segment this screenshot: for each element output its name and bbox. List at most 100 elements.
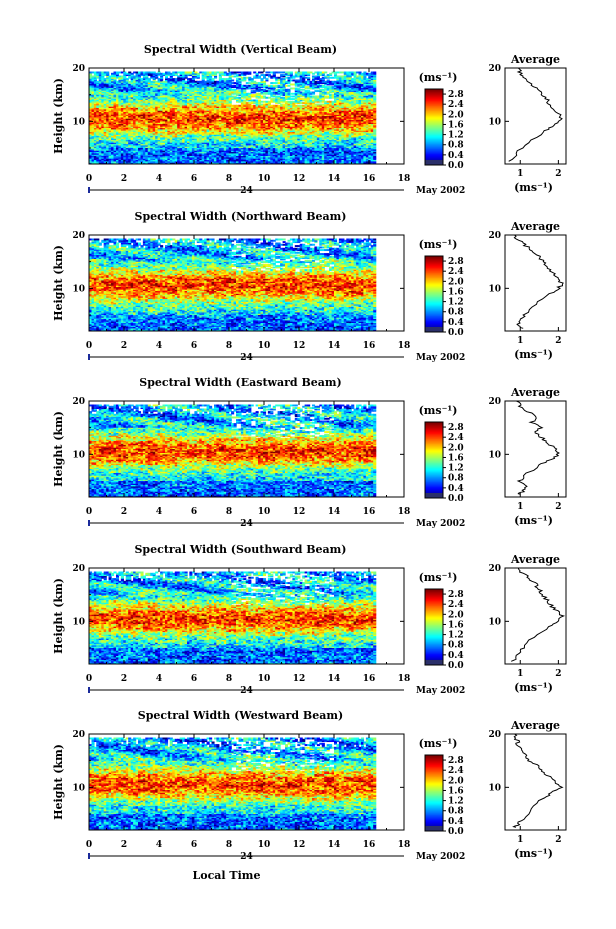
colorbar-swatch	[425, 311, 443, 314]
colorbar-swatch	[425, 321, 443, 324]
average-profile: Average 10 20 1 2(ms⁻¹)	[488, 53, 567, 194]
colorbar-tick-label: 1.6	[448, 620, 464, 630]
average-frame	[504, 567, 567, 665]
colorbar-swatch	[425, 319, 443, 322]
colorbar-swatch	[425, 124, 443, 127]
colorbar-swatch	[425, 644, 443, 647]
x-tick-label: 14	[328, 674, 341, 684]
x-tick-label: 14	[328, 174, 341, 184]
x-tick-label: 8	[226, 840, 232, 850]
average-profile-line	[508, 67, 563, 162]
colorbar-swatch	[425, 480, 443, 483]
panel-title: Spectral Width (Eastward Beam)	[139, 376, 341, 389]
heatmap-cells	[89, 571, 377, 665]
x-tick-label: 6	[191, 840, 197, 850]
colorbar-frame	[424, 588, 444, 666]
x-tick-label: 10	[258, 174, 271, 184]
colorbar-swatch	[425, 154, 443, 157]
colorbar-swatch	[425, 486, 443, 489]
y-tick-label: 10	[72, 450, 85, 460]
colorbar-swatch	[425, 134, 443, 137]
colorbar-swatch	[425, 91, 443, 94]
colorbar-swatch	[425, 815, 443, 818]
colorbar-swatch	[425, 608, 443, 610]
colorbar-swatch	[425, 323, 443, 325]
colorbar-swatch	[425, 770, 443, 772]
colorbar-swatch	[425, 140, 443, 143]
colorbar-swatch	[425, 624, 443, 627]
colorbar-swatch	[425, 786, 443, 789]
colorbar-swatch	[425, 610, 443, 613]
colorbar-swatch	[425, 318, 443, 320]
colorbar-swatch	[425, 817, 443, 819]
x-tick-label: 8	[226, 174, 232, 184]
colorbar-swatch	[425, 627, 443, 629]
colorbar-swatch	[425, 771, 443, 774]
panel-3: Spectral Width (Eastward Beam)0 2 4 6 8 10 12 1…	[52, 376, 567, 529]
colorbar-swatch	[425, 782, 443, 785]
colorbar-swatch	[425, 280, 443, 282]
colorbar-swatch	[425, 804, 443, 807]
y-axis-label: Height (km)	[52, 578, 65, 654]
colorbar-bottom-band	[425, 660, 443, 665]
x-tick-label: 12	[293, 840, 306, 850]
colorbar-swatch	[425, 256, 443, 258]
colorbar-swatch	[425, 89, 443, 91]
colorbar-swatch	[425, 325, 443, 328]
colorbar-swatch	[425, 605, 443, 608]
colorbar-swatch	[425, 805, 443, 808]
heatmap-cells	[89, 737, 377, 831]
colorbar-swatch	[425, 144, 443, 147]
colorbar-swatch	[425, 599, 443, 601]
colorbar-swatch	[425, 157, 443, 160]
colorbar-swatch	[425, 758, 443, 761]
colorbar-swatch	[425, 491, 443, 494]
colorbar-swatch	[425, 485, 443, 488]
heatmap-cells	[89, 71, 377, 165]
colorbar-swatch	[425, 755, 443, 757]
colorbar-swatch	[425, 132, 443, 134]
colorbar-swatch	[425, 115, 443, 118]
average-x-tick-label: 1	[517, 502, 523, 512]
colorbar-swatch	[425, 482, 443, 485]
average-profile: Average 10 20 1 2(ms⁻¹)	[488, 386, 567, 527]
x-tick-label: 0	[86, 674, 92, 684]
colorbar-swatch	[425, 108, 443, 110]
colorbar-tick-label: 2.4	[448, 600, 464, 610]
colorbar-swatch	[425, 441, 443, 443]
colorbar-swatch	[425, 113, 443, 115]
colorbar-bottom-band	[425, 160, 443, 165]
average-title: Average	[510, 53, 560, 66]
colorbar-swatch	[425, 611, 443, 614]
colorbar-swatch	[425, 447, 443, 450]
average-x-axis-label: (ms⁻¹)	[514, 348, 553, 361]
colorbar-swatch	[425, 760, 443, 762]
panel-title: Spectral Width (Southward Beam)	[134, 543, 346, 556]
colorbar-swatch	[425, 127, 443, 129]
colorbar-swatch	[425, 158, 443, 161]
colorbar-swatch	[425, 462, 443, 465]
colorbar-swatch	[425, 479, 443, 481]
x-tick-label: 6	[191, 507, 197, 517]
y-axis-label: Height (km)	[52, 411, 65, 487]
date-month-year: May 2002	[416, 519, 465, 529]
average-x-axis-label: (ms⁻¹)	[514, 514, 553, 527]
colorbar-swatch	[425, 470, 443, 472]
colorbar-swatch	[425, 803, 443, 805]
colorbar-swatch	[425, 130, 443, 133]
colorbar-swatch	[425, 813, 443, 816]
x-tick-label: 16	[363, 174, 376, 184]
colorbar-swatch	[425, 481, 443, 484]
colorbar-tick-label: 0.8	[448, 141, 464, 151]
colorbar-swatch	[425, 125, 443, 128]
colorbar-swatch	[425, 633, 443, 636]
colorbar-swatch	[425, 286, 443, 289]
average-x-axis-label: (ms⁻¹)	[514, 681, 553, 694]
colorbar-swatch	[425, 656, 443, 658]
colorbar-swatch	[425, 452, 443, 455]
colorbar-swatch	[425, 290, 443, 292]
colorbar-swatch	[425, 456, 443, 458]
y-tick-label: 20	[72, 64, 85, 74]
colorbar-swatch	[425, 779, 443, 781]
x-tick-label: 8	[226, 507, 232, 517]
